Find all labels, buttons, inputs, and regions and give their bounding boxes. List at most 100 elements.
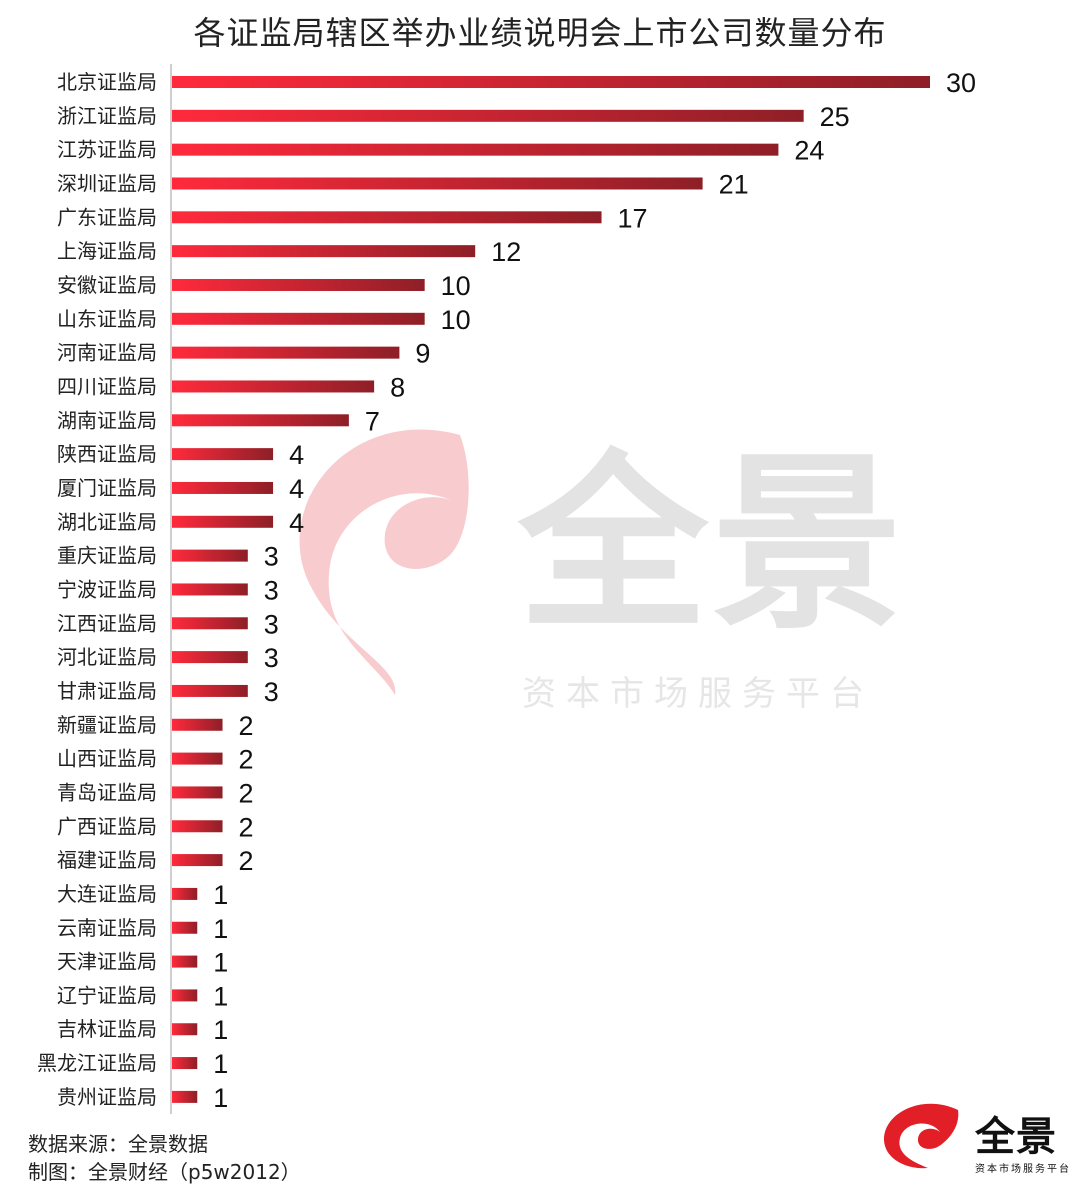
watermark-tagline: 资本市场服务平台 xyxy=(522,674,874,714)
bar xyxy=(172,1090,198,1103)
category-label: 河北证监局 xyxy=(57,645,157,669)
value-label: 12 xyxy=(491,237,521,267)
brand-logo-icon xyxy=(883,1103,959,1169)
category-label: 黑龙江证监局 xyxy=(37,1051,157,1075)
category-label: 四川证监局 xyxy=(57,374,157,398)
value-label: 2 xyxy=(239,846,254,876)
value-label: 7 xyxy=(365,406,380,436)
category-label: 江苏证监局 xyxy=(57,138,157,162)
bar xyxy=(172,854,223,867)
bar xyxy=(172,414,349,427)
value-label: 9 xyxy=(415,339,430,369)
bar xyxy=(172,752,223,765)
bar xyxy=(172,786,223,799)
bar xyxy=(172,549,248,562)
value-label: 10 xyxy=(441,271,471,301)
value-label: 2 xyxy=(239,745,254,775)
category-label: 陕西证监局 xyxy=(57,442,157,466)
value-label: 2 xyxy=(239,711,254,741)
category-label: 甘肃证监局 xyxy=(57,679,157,703)
bar xyxy=(172,515,274,528)
category-label: 吉林证监局 xyxy=(57,1017,157,1041)
category-label: 宁波证监局 xyxy=(57,577,157,601)
bar xyxy=(172,278,425,291)
category-label: 山东证监局 xyxy=(57,307,157,331)
value-label: 3 xyxy=(264,542,279,572)
source-note: 数据来源：全景数据 xyxy=(28,1132,208,1156)
category-label: 云南证监局 xyxy=(57,916,157,940)
bar xyxy=(172,989,198,1002)
category-label: 福建证监局 xyxy=(57,848,157,872)
bar xyxy=(172,312,425,325)
category-label: 上海证监局 xyxy=(57,239,157,263)
value-label: 4 xyxy=(289,508,304,538)
maker-note: 制图：全景财经（p5w2012） xyxy=(28,1160,301,1184)
bar xyxy=(172,448,274,461)
value-label: 3 xyxy=(264,575,279,605)
bar xyxy=(172,583,248,596)
value-label: 4 xyxy=(289,440,304,470)
category-label: 北京证监局 xyxy=(57,70,157,94)
value-label: 8 xyxy=(390,372,405,402)
bar xyxy=(172,651,248,664)
value-label: 3 xyxy=(264,677,279,707)
category-label: 青岛证监局 xyxy=(57,780,157,804)
bar xyxy=(172,1023,198,1036)
category-label: 天津证监局 xyxy=(57,950,157,974)
value-label: 1 xyxy=(213,948,228,978)
bar xyxy=(172,346,400,359)
value-label: 3 xyxy=(264,643,279,673)
category-label: 大连证监局 xyxy=(57,882,157,906)
category-label: 江西证监局 xyxy=(57,611,157,635)
value-label: 1 xyxy=(213,981,228,1011)
value-label: 25 xyxy=(820,102,850,132)
logo-name: 全景 xyxy=(975,1114,1057,1160)
value-label: 2 xyxy=(239,778,254,808)
bar xyxy=(172,76,930,88)
bar xyxy=(172,109,804,122)
bar xyxy=(172,245,476,258)
category-label: 重庆证监局 xyxy=(57,544,157,568)
bar xyxy=(172,481,274,494)
category-label: 辽宁证监局 xyxy=(57,983,157,1007)
value-label: 24 xyxy=(794,136,824,166)
bar xyxy=(172,380,375,393)
bar xyxy=(172,617,248,630)
category-label: 贵州证监局 xyxy=(57,1085,157,1109)
value-label: 10 xyxy=(441,305,471,335)
category-label: 深圳证监局 xyxy=(57,171,157,195)
logo-tagline: 资本市场服务平台 xyxy=(975,1164,1071,1175)
value-label: 1 xyxy=(213,914,228,944)
bar xyxy=(172,718,223,731)
bar xyxy=(172,1057,198,1070)
value-label: 21 xyxy=(719,169,749,199)
category-label: 山西证监局 xyxy=(57,747,157,771)
chart-title: 各证监局辖区举办业绩说明会上市公司数量分布 xyxy=(193,14,887,52)
category-label: 厦门证监局 xyxy=(57,476,157,500)
category-label: 安徽证监局 xyxy=(57,273,157,297)
bar xyxy=(172,143,779,156)
category-label: 浙江证监局 xyxy=(57,104,157,128)
value-label: 1 xyxy=(213,1083,228,1113)
value-label: 2 xyxy=(239,812,254,842)
watermark-swirl-icon xyxy=(299,429,469,695)
watermark-name: 全景 xyxy=(518,434,907,655)
bar xyxy=(172,820,223,833)
value-label: 4 xyxy=(289,474,304,504)
bar xyxy=(172,211,602,224)
category-label: 广东证监局 xyxy=(57,205,157,229)
bar xyxy=(172,955,198,968)
bar xyxy=(172,921,198,934)
value-label: 17 xyxy=(618,203,648,233)
category-label: 湖南证监局 xyxy=(57,408,157,432)
category-label: 新疆证监局 xyxy=(57,713,157,737)
category-label: 河南证监局 xyxy=(57,341,157,365)
bar xyxy=(172,684,248,697)
bar xyxy=(172,177,703,190)
value-label: 1 xyxy=(213,1015,228,1045)
category-label: 湖北证监局 xyxy=(57,510,157,534)
value-label: 3 xyxy=(264,609,279,639)
category-label: 广西证监局 xyxy=(57,814,157,838)
bar xyxy=(172,887,198,900)
